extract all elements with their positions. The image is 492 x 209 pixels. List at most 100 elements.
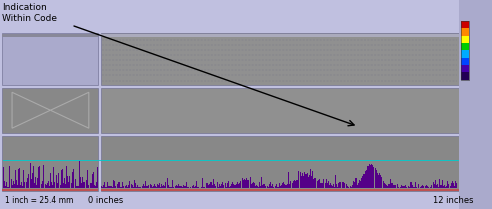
Bar	[425, 187, 426, 188]
Bar	[103, 185, 104, 188]
Bar	[321, 183, 322, 188]
Bar	[403, 186, 404, 188]
Bar	[352, 185, 353, 188]
Bar	[195, 186, 196, 188]
Bar	[104, 182, 105, 188]
Bar	[203, 187, 204, 188]
Bar	[287, 185, 288, 188]
Bar	[340, 186, 341, 188]
Bar	[325, 183, 326, 188]
Bar	[170, 187, 171, 188]
Bar	[407, 186, 408, 188]
Bar	[449, 186, 450, 188]
Bar	[174, 186, 175, 188]
Bar	[7, 187, 8, 188]
Bar	[12, 185, 13, 188]
Bar	[436, 185, 437, 188]
Bar	[36, 180, 37, 188]
Bar	[105, 187, 106, 188]
Bar	[65, 184, 66, 188]
Bar	[126, 185, 127, 188]
Bar	[338, 183, 339, 188]
Bar	[85, 170, 86, 188]
Bar	[34, 183, 35, 188]
Bar	[117, 186, 118, 188]
Bar	[261, 177, 262, 188]
Bar	[333, 185, 334, 188]
Bar	[332, 186, 333, 188]
Bar	[383, 181, 384, 188]
Bar	[124, 183, 125, 188]
Bar	[78, 186, 79, 188]
Bar	[410, 182, 411, 188]
Bar	[91, 183, 92, 188]
Bar	[2, 189, 98, 191]
Bar	[120, 187, 121, 188]
Bar	[110, 186, 111, 188]
Bar	[178, 184, 179, 188]
Bar	[81, 183, 82, 188]
Bar	[237, 182, 238, 188]
Bar	[208, 185, 209, 188]
Bar	[366, 169, 367, 188]
Bar	[197, 187, 198, 188]
Bar	[94, 185, 95, 188]
Bar	[251, 184, 252, 188]
Bar	[95, 186, 96, 188]
Bar	[428, 187, 429, 188]
Bar	[139, 187, 140, 188]
Bar	[395, 185, 396, 188]
Bar	[409, 187, 410, 188]
Bar	[302, 173, 303, 188]
Bar	[461, 28, 469, 36]
Bar	[242, 181, 243, 188]
Bar	[127, 187, 128, 188]
Bar	[305, 173, 306, 188]
Bar	[219, 184, 220, 188]
Bar	[63, 183, 64, 188]
Bar	[152, 186, 153, 188]
Bar	[101, 189, 459, 191]
Bar	[27, 178, 28, 188]
Bar	[341, 187, 342, 188]
Bar	[365, 171, 366, 188]
Bar	[408, 186, 409, 188]
Bar	[210, 182, 211, 188]
Bar	[14, 184, 15, 188]
Bar	[47, 183, 48, 188]
Bar	[250, 177, 251, 188]
Bar	[235, 185, 236, 188]
Bar	[337, 187, 338, 188]
Bar	[92, 180, 93, 188]
Bar	[412, 185, 413, 188]
Bar	[346, 184, 347, 188]
Bar	[447, 181, 448, 188]
Bar	[13, 181, 14, 188]
Bar	[299, 172, 300, 188]
Bar	[271, 186, 272, 188]
Bar	[40, 161, 41, 188]
Bar	[415, 182, 416, 188]
Bar	[23, 170, 24, 188]
Bar	[318, 180, 319, 188]
Bar	[167, 178, 168, 188]
Bar	[236, 184, 237, 188]
Bar	[106, 187, 107, 188]
Bar	[207, 183, 208, 188]
Bar	[279, 183, 280, 188]
Bar	[6, 178, 7, 188]
Bar	[5, 186, 6, 188]
Bar	[20, 185, 21, 188]
Bar	[142, 186, 143, 188]
Bar	[293, 181, 294, 188]
Bar	[393, 185, 394, 188]
Bar	[72, 172, 73, 188]
Bar	[216, 186, 217, 188]
Bar	[248, 182, 249, 188]
Bar	[149, 185, 150, 188]
Bar	[381, 177, 382, 188]
Bar	[42, 181, 43, 188]
Bar	[274, 183, 275, 188]
Bar	[354, 182, 355, 188]
Bar	[64, 178, 65, 188]
